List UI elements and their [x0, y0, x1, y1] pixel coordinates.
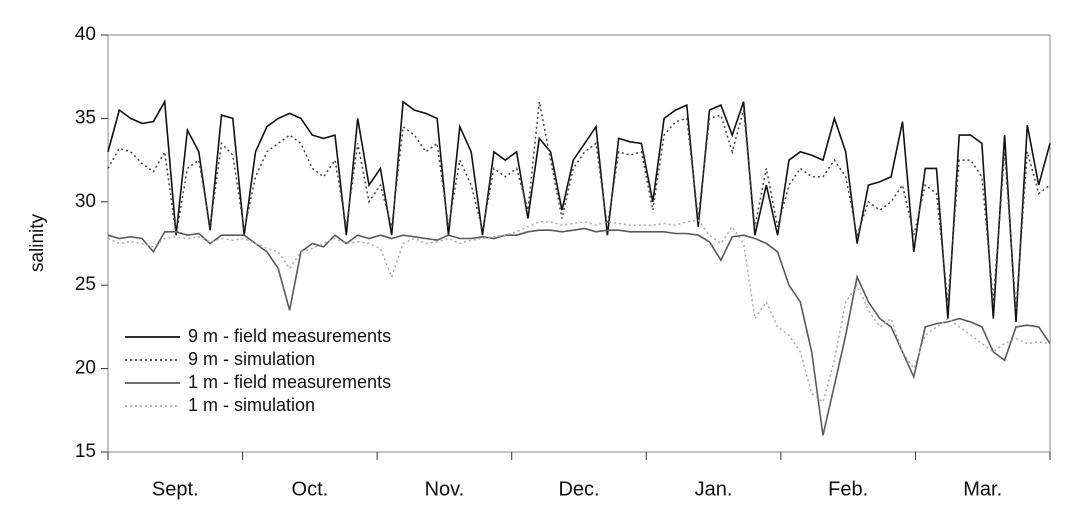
- y-tick-label: 25: [75, 274, 96, 295]
- x-tick-label: Nov.: [425, 478, 465, 500]
- x-tick-label: Jan.: [695, 478, 733, 500]
- legend-label: 1 m - field measurements: [188, 372, 391, 392]
- y-tick-label: 40: [75, 24, 96, 45]
- y-tick-label: 30: [75, 191, 96, 212]
- x-tick-label: Dec.: [558, 478, 599, 500]
- legend-label: 9 m - field measurements: [188, 326, 391, 346]
- series-line: [107, 219, 1051, 404]
- y-tick-label: 35: [75, 107, 96, 128]
- y-tick-label: 20: [75, 358, 96, 379]
- x-tick-label: Feb.: [828, 478, 868, 500]
- legend-label: 9 m - simulation: [188, 349, 315, 369]
- x-tick-label: Sept.: [152, 478, 199, 500]
- y-tick-label: 15: [75, 441, 96, 462]
- x-tick-label: Oct.: [292, 478, 329, 500]
- x-tick-label: Mar.: [963, 478, 1002, 500]
- series-line: [107, 99, 1051, 322]
- legend-label: 1 m - simulation: [188, 395, 315, 415]
- series-line: [107, 227, 1051, 436]
- plot-frame: [107, 34, 1051, 453]
- y-axis-label: salinity: [27, 213, 48, 272]
- series-line: [107, 101, 1051, 311]
